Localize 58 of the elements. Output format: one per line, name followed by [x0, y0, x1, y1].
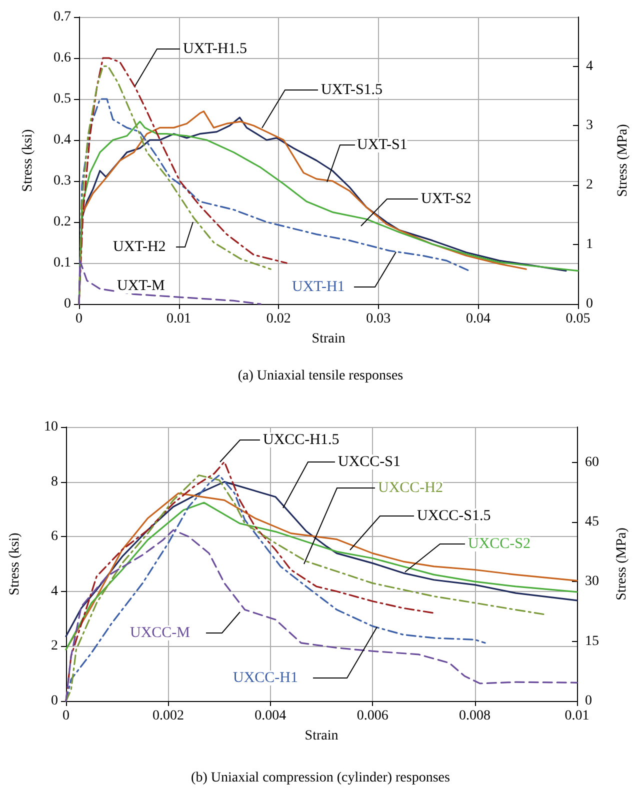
x-axis-title: Strain	[312, 332, 346, 346]
y2-axis-title: Stress (MPa)	[616, 124, 630, 197]
y-tick-label: 0	[51, 694, 58, 708]
text: (a) Uniaxial tensile responses	[238, 368, 404, 384]
y2-tick-label: 0	[586, 296, 593, 312]
y2-axis-title: Stress (MPa)	[614, 527, 630, 600]
y-axis-title: Stress (ksi)	[8, 532, 22, 596]
y2-tick-label: 4	[586, 58, 593, 74]
x-axis-title: Strain	[304, 728, 338, 744]
y-tick-label: 4	[51, 584, 58, 599]
y-tick-label: 6	[51, 529, 58, 544]
y-tick-label: 2	[51, 638, 58, 654]
x-tick-label: 0.004	[254, 708, 286, 724]
y2-tick-label: 60	[585, 454, 599, 470]
text: (b) Uniaxial compression (cylinder) responses	[191, 770, 450, 786]
x-tick-label: 0.01	[166, 312, 192, 326]
x-tick-label: 0.006	[356, 708, 388, 724]
y2-tick-label: 45	[585, 514, 599, 530]
x-tick-label: 0.008	[459, 708, 491, 724]
y-tick-label: 0.4	[54, 132, 71, 148]
text: UXT-H1.5	[183, 41, 248, 57]
y-tick-label: 10	[44, 420, 58, 434]
text: UXCC-H1	[233, 670, 298, 686]
text: UXCC-S1.5	[417, 508, 491, 524]
series-label: UXCC-S2	[468, 536, 531, 552]
y-tick-label: 0.2	[54, 214, 71, 230]
x-tick-label: 0.04	[466, 312, 490, 326]
y-tick-label: 0.1	[54, 256, 71, 270]
y-tick-label: 8	[51, 474, 58, 490]
x-tick-label: 0.02	[266, 312, 291, 326]
y-tick-label: 0.3	[54, 174, 71, 188]
y2-tick-label: 3	[586, 118, 593, 134]
y-axis-title: Stress (ksi)	[20, 128, 36, 192]
x-tick-label: 0.05	[566, 312, 590, 326]
y2-tick-label: 30	[585, 574, 599, 590]
y2-tick-label: 1	[586, 237, 593, 252]
text: UXCC-H1.5	[263, 432, 340, 448]
y-tick-label: 0.7	[54, 10, 71, 24]
y-tick-label: 0	[64, 296, 71, 312]
text: UXT-S2	[421, 191, 472, 207]
y-tick-label: 0.5	[54, 92, 71, 106]
x-tick-label: 0.01	[564, 708, 590, 724]
series-label: UXT-S1	[357, 137, 408, 153]
series-label: UXT-M	[117, 278, 165, 294]
text: UXT-S1.5	[321, 82, 383, 98]
x-tick-label: 0	[76, 312, 82, 326]
text: UXCC-H2	[378, 480, 444, 496]
text: UXCC-S1	[338, 454, 401, 470]
text: UXCC-M	[130, 625, 190, 641]
y2-tick-label: 2	[586, 178, 593, 193]
y-tick-label: 0.6	[54, 50, 71, 66]
text: UXT-H1	[292, 279, 345, 295]
y2-tick-label: 0	[585, 694, 592, 708]
line-series	[78, 260, 262, 305]
text: UXT-H2	[113, 239, 166, 255]
x-tick-label: 0.002	[152, 708, 184, 724]
y2-tick-label: 15	[585, 634, 599, 649]
x-tick-label: 0.03	[366, 312, 391, 326]
